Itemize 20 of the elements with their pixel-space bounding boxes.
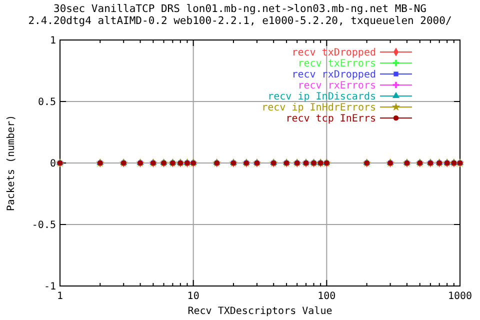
y-tick-label: -1 [44, 282, 56, 292]
legend-label: recv ip InDiscards [268, 92, 376, 102]
y-tick-label: -0.5 [32, 220, 56, 231]
y-tick-label: 1 [50, 36, 56, 46]
x-tick-label: 100 [318, 291, 336, 302]
legend-label: recv rxDropped [292, 70, 376, 80]
chart-title: 30sec VanillaTCP DRS lon01.mb-ng.net->lon03.mb-ng.net MB-NG [54, 3, 426, 15]
legend-label: recv txDropped [292, 48, 376, 58]
legend-label: recv ip InHdrErrors [262, 102, 376, 114]
chart-subtitle: 2.4.20dtg4 altAIMD-0.2 web100-2.2.1, e1000-5.2.20, txqueuelen 2000/ [28, 15, 452, 27]
y-axis-title: Packets (number) [6, 114, 17, 212]
y-tick-label: 0.5 [38, 97, 56, 108]
legend-label: recv txErrors [298, 58, 376, 70]
y-tick-label: 0 [50, 158, 56, 170]
x-tick-label: 1000 [448, 291, 472, 302]
legend-label: recv rxErrors [298, 80, 376, 92]
x-tick-label: 10 [187, 291, 200, 302]
legend-label: recv tcp InErrs [286, 114, 376, 124]
x-tick-label: 1 [56, 291, 64, 302]
x-axis-title: Recv TXDescriptors Value [188, 306, 332, 317]
